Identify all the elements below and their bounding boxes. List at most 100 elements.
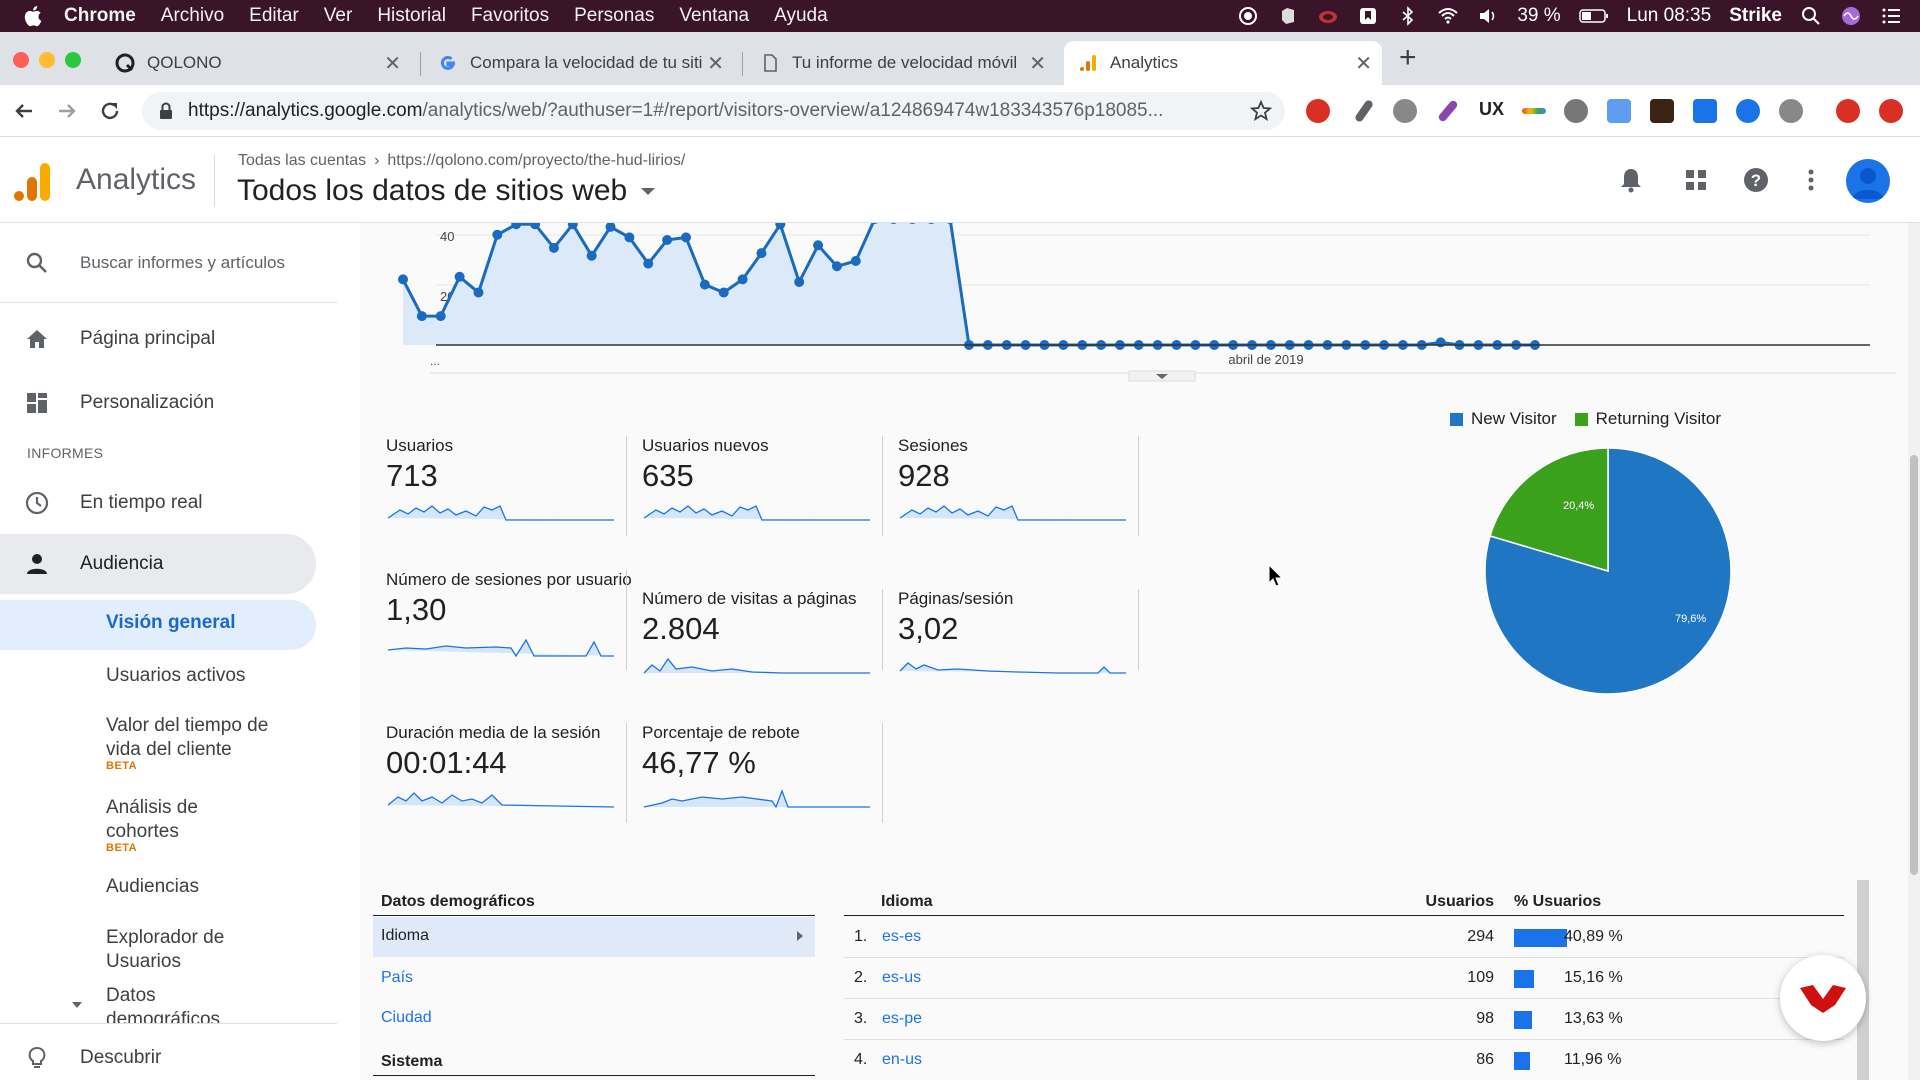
zoom-extension-icon[interactable] [1736,99,1760,123]
chart-data-point[interactable] [794,277,805,287]
menu-archivo[interactable]: Archivo [160,5,225,26]
metric-sesiones[interactable]: Sesiones 928 [898,436,1154,522]
chart-data-point[interactable] [605,223,616,232]
breadcrumb-property[interactable]: https://qolono.com/proyecto/the-hud-liri… [387,152,686,169]
tab-compara-velocidad[interactable]: Compara la velocidad de tu siti ✕ [428,41,734,85]
floating-action-button[interactable] [1780,955,1866,1041]
chart-data-point[interactable] [1435,337,1446,348]
window-close-button[interactable] [13,52,29,68]
menu-personas[interactable]: Personas [574,5,655,26]
chart-data-point[interactable] [548,242,559,253]
sidebar-item-demographics[interactable]: Datos demográficos [0,982,337,1024]
sidebar-item-realtime[interactable]: En tiempo real [0,475,337,531]
menu-editar[interactable]: Editar [249,5,299,26]
copy-extension-icon[interactable] [1607,99,1631,123]
spotlight-icon[interactable] [1800,5,1822,27]
chart-data-point[interactable] [398,274,408,285]
breadcrumb-all-accounts[interactable]: Todas las cuentas [238,152,367,169]
bookmark-star-icon[interactable] [1249,99,1273,123]
apps-grid-icon[interactable] [1681,165,1711,195]
sidebar-item-lifetime-value[interactable]: Valor del tiempo de vida del cliente BETA [106,714,296,772]
chart-data-point[interactable] [889,223,899,224]
chart-data-point[interactable] [907,223,917,224]
legend-new-visitor[interactable]: New Visitor [1471,409,1557,428]
chart-data-point[interactable] [850,256,861,266]
sidebar-item-audiences[interactable]: Audiencias [106,876,199,897]
metric-paginas-sesion[interactable]: Páginas/sesión 3,02 [898,589,1154,677]
sidebar-item-home[interactable]: Página principal [0,311,337,367]
chart-data-point[interactable] [813,240,824,251]
chart-data-point[interactable] [718,287,729,298]
language-link[interactable]: es-es [882,928,922,945]
col-header-idioma[interactable]: Idioma [881,893,933,910]
menubar-user[interactable]: Strike [1729,5,1782,26]
sidebar-item-overview[interactable]: Visión general [106,612,236,633]
ninja-extension-icon[interactable] [1650,99,1674,123]
metric-visitas-paginas[interactable]: Número de visitas a páginas 2.804 [642,589,898,677]
menu-ver[interactable]: Ver [323,5,353,26]
metric-porcentaje-rebote[interactable]: Porcentaje de rebote 46,77 % [642,723,898,811]
demographics-link-pais[interactable]: País [381,969,414,986]
chart-data-point[interactable] [567,223,578,230]
battery-icon[interactable] [1578,5,1609,27]
search-box[interactable]: Buscar informes y artículos [0,223,337,303]
tab-close-icon[interactable]: ✕ [1029,53,1046,75]
pen-extension-icon[interactable] [1437,99,1459,123]
tab-close-icon[interactable]: ✕ [1355,53,1372,75]
chart-data-point[interactable] [492,229,503,240]
bookmark-app-icon[interactable] [1357,5,1379,27]
menu-ayuda[interactable]: Ayuda [774,5,828,26]
tab-qolono[interactable]: QOLONO ✕ [105,41,411,85]
col-header-usuarios[interactable]: Usuarios [1425,893,1494,910]
globe-extension-icon[interactable] [1393,99,1417,123]
tab-close-icon[interactable]: ✕ [384,53,401,75]
col-header-pct-usuarios[interactable]: % Usuarios [1514,893,1602,910]
metric-sesiones-por-usuario[interactable]: Número de sesiones por usuario 1,30 [386,570,642,658]
eyedropper-extension-icon[interactable] [1353,98,1375,124]
demographics-idioma-selected[interactable]: Idioma [373,917,815,957]
bell-icon[interactable] [1616,165,1646,195]
chart-data-point[interactable] [586,250,597,261]
menu-historial[interactable]: Historial [377,5,446,26]
creative-cloud-icon[interactable] [1317,5,1339,27]
menu-app-name[interactable]: Chrome [64,5,136,26]
breadcrumb[interactable]: Todas las cuentas › https://qolono.com/p… [238,152,685,170]
language-link[interactable]: es-us [882,969,922,986]
battery-percent[interactable]: 39 % [1517,5,1561,26]
evernote-icon[interactable] [1277,5,1299,27]
chart-data-point[interactable] [945,223,955,224]
more-vert-icon[interactable] [1796,165,1826,195]
ux-extension-icon[interactable]: UX [1479,99,1505,119]
chart-data-point[interactable] [473,287,484,298]
record-icon[interactable] [1237,5,1259,27]
chart-data-point[interactable] [454,271,465,282]
chart-data-point[interactable] [416,311,427,322]
visitor-pie-chart[interactable]: 79,6% 20,4% [1478,441,1738,701]
menu-favoritos[interactable]: Favoritos [470,5,550,26]
table-row[interactable]: 3. es-pe 98 13,63 % [844,999,1844,1040]
legend-returning-visitor[interactable]: Returning Visitor [1595,409,1722,428]
url-text[interactable]: https://analytics.google.com/analytics/w… [188,100,1233,122]
tab-close-icon[interactable]: ✕ [707,53,724,75]
new-tab-button[interactable]: + [1399,41,1417,74]
table-row[interactable]: 2. es-us 109 15,16 % [844,958,1844,999]
back-arrow-icon[interactable] [10,97,38,125]
sidebar-item-discover[interactable]: Descubrir [0,1030,337,1080]
update-extension-icon[interactable] [1879,99,1903,123]
lock-icon[interactable] [158,102,174,120]
metric-usuarios-nuevos[interactable]: Usuarios nuevos 635 [642,436,898,522]
table-scrollbar[interactable] [1857,880,1869,1080]
menu-ventana[interactable]: Ventana [679,5,750,26]
sidebar-item-cohort-analysis[interactable]: Análisis de cohortes BETA [106,796,236,854]
metric-usuarios[interactable]: Usuarios 713 [386,436,642,522]
product-name[interactable]: Analytics [76,163,197,196]
language-link[interactable]: es-pe [882,1010,923,1027]
chart-data-point[interactable] [699,279,710,290]
chart-data-point[interactable] [737,274,748,285]
table-row[interactable]: 4. en-us 86 11,96 % [844,1040,1844,1080]
profile-s-avatar[interactable] [1836,99,1860,123]
sidebar-item-audience[interactable]: Audiencia [0,536,337,592]
window-zoom-button[interactable] [65,52,81,68]
search-placeholder[interactable]: Buscar informes y artículos [80,252,286,272]
demographics-link-ciudad[interactable]: Ciudad [381,1009,432,1026]
